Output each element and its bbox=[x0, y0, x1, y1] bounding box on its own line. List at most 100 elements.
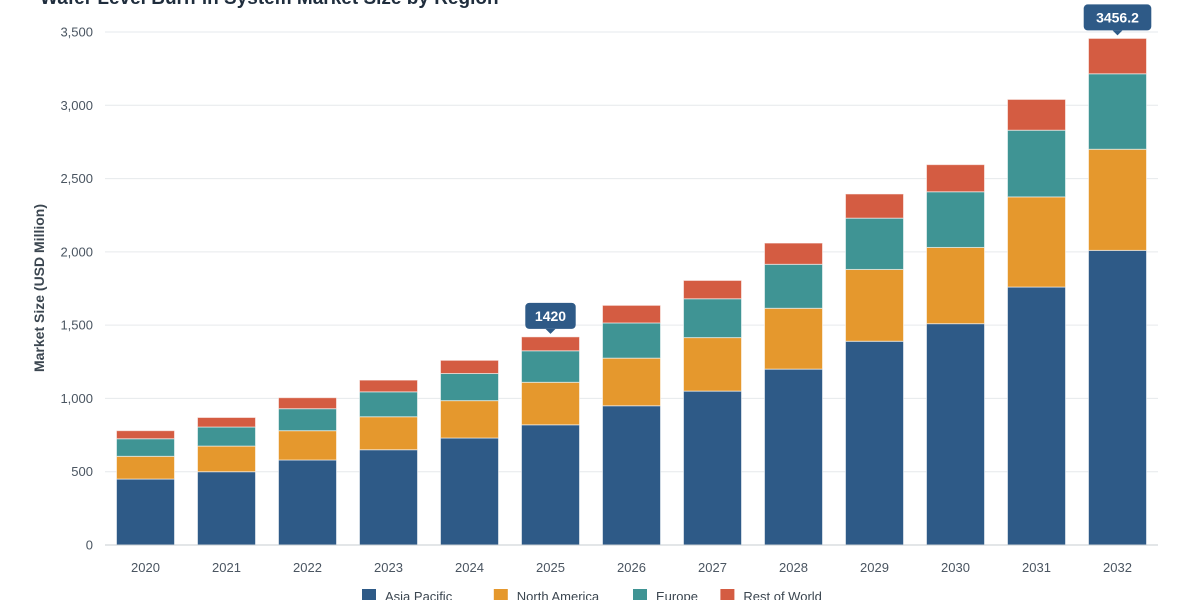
bar-stack-2024 bbox=[440, 359, 499, 546]
bar-stack-2020 bbox=[116, 430, 175, 546]
bar-segment bbox=[602, 405, 661, 546]
bar-segment bbox=[845, 217, 904, 270]
callout-pointer bbox=[1112, 30, 1123, 36]
bar-segment bbox=[440, 359, 499, 375]
bar-segment bbox=[602, 357, 661, 407]
y-axis-label: Market Size (USD Million) bbox=[31, 204, 47, 372]
x-axis-ticks: 2020 2021 2022 2023 2024 2025 2026 2027 2028 2029… bbox=[131, 560, 1132, 575]
legend-swatch bbox=[633, 589, 647, 600]
bar-stack-2026 bbox=[602, 304, 661, 546]
bar-segment bbox=[1088, 73, 1147, 150]
bar-segment bbox=[359, 379, 418, 393]
bar-segment bbox=[521, 381, 580, 426]
bar-segment bbox=[521, 336, 580, 352]
bar-stack-2030 bbox=[926, 164, 985, 546]
legend: Asia Pacific North America Europe Rest of W… bbox=[362, 589, 822, 600]
bar-segment bbox=[926, 246, 985, 325]
bar-segment bbox=[1007, 196, 1066, 288]
bar-stack-2022 bbox=[278, 397, 337, 546]
bar-segment bbox=[440, 437, 499, 546]
x-tick-label: 2023 bbox=[374, 560, 403, 575]
bar-segment bbox=[359, 416, 418, 451]
bar-stack-2028 bbox=[764, 242, 823, 546]
callout-pointer bbox=[545, 328, 556, 334]
bar-segment bbox=[683, 298, 742, 339]
legend-swatch bbox=[493, 589, 508, 600]
callout-2025: 1420 bbox=[525, 302, 576, 334]
bar-stack-2031 bbox=[1007, 98, 1066, 546]
callout-box bbox=[525, 302, 576, 329]
bar-segment bbox=[926, 323, 985, 546]
bar-segment bbox=[116, 455, 175, 480]
bar-segment bbox=[764, 242, 823, 265]
bar-segment bbox=[926, 191, 985, 248]
bar-stack-2027 bbox=[683, 279, 742, 546]
bar-segment bbox=[116, 478, 175, 546]
bar-segment bbox=[116, 438, 175, 457]
legend-label: Europe bbox=[656, 589, 698, 600]
callout-label: 1420 bbox=[535, 308, 566, 324]
x-tick-label: 2032 bbox=[1103, 560, 1132, 575]
legend-label: Asia Pacific bbox=[385, 589, 453, 600]
bar-segment bbox=[1088, 249, 1147, 546]
bar-segment bbox=[197, 416, 256, 428]
bar-segment bbox=[440, 373, 499, 402]
legend-item: North America bbox=[493, 589, 600, 600]
x-tick-label: 2029 bbox=[860, 560, 889, 575]
x-tick-label: 2026 bbox=[617, 560, 646, 575]
bar-segment bbox=[764, 263, 823, 309]
legend-item: Europe bbox=[633, 589, 698, 600]
bar-segment bbox=[602, 304, 661, 324]
bar-segment bbox=[845, 268, 904, 342]
bar-segment bbox=[1007, 286, 1066, 546]
bar-segment bbox=[116, 430, 175, 440]
bar-segment bbox=[683, 390, 742, 546]
y-tick-label: 3,000 bbox=[60, 98, 93, 113]
legend-label: North America bbox=[517, 589, 600, 600]
y-tick-label: 2,000 bbox=[60, 244, 93, 259]
x-tick-label: 2025 bbox=[536, 560, 565, 575]
bar-segment bbox=[359, 449, 418, 546]
bar-segment bbox=[1007, 129, 1066, 198]
y-tick-label: 0 bbox=[86, 538, 93, 553]
y-tick-label: 500 bbox=[71, 464, 93, 479]
bar-segment bbox=[683, 337, 742, 392]
bar-segment bbox=[440, 400, 499, 439]
x-tick-label: 2020 bbox=[131, 560, 160, 575]
bar-segment bbox=[1088, 148, 1147, 251]
bar-segment bbox=[1007, 98, 1066, 131]
bar-segment bbox=[278, 430, 337, 461]
legend-swatch bbox=[720, 589, 735, 600]
bar-segment bbox=[278, 459, 337, 546]
bar-segment bbox=[197, 445, 256, 473]
x-tick-label: 2022 bbox=[293, 560, 322, 575]
bar-segment bbox=[1088, 37, 1147, 75]
x-tick-label: 2021 bbox=[212, 560, 241, 575]
y-tick-label: 3,500 bbox=[60, 25, 93, 40]
legend-swatch bbox=[362, 589, 376, 600]
bar-segment bbox=[521, 350, 580, 383]
y-tick-label: 1,500 bbox=[60, 318, 93, 333]
bars bbox=[116, 37, 1147, 546]
legend-item: Asia Pacific bbox=[362, 589, 453, 600]
bar-segment bbox=[845, 340, 904, 546]
bar-segment bbox=[197, 426, 256, 447]
x-tick-label: 2024 bbox=[455, 560, 484, 575]
callout-box bbox=[1083, 4, 1152, 31]
callout-2032: 3456.2 bbox=[1083, 4, 1152, 36]
y-tick-label: 2,500 bbox=[60, 171, 93, 186]
x-tick-label: 2031 bbox=[1022, 560, 1051, 575]
bar-stack-2025 bbox=[521, 336, 580, 546]
y-tick-label: 1,000 bbox=[60, 391, 93, 406]
bar-segment bbox=[764, 307, 823, 370]
bar-segment bbox=[602, 322, 661, 359]
legend-item: Rest of World bbox=[720, 589, 822, 600]
bar-segment bbox=[521, 424, 580, 546]
bar-segment bbox=[845, 193, 904, 219]
bar-stack-2029 bbox=[845, 193, 904, 546]
bar-stack-2023 bbox=[359, 379, 418, 546]
bar-segment bbox=[278, 397, 337, 410]
bar-segment bbox=[764, 368, 823, 546]
callout-label: 3456.2 bbox=[1096, 9, 1139, 25]
